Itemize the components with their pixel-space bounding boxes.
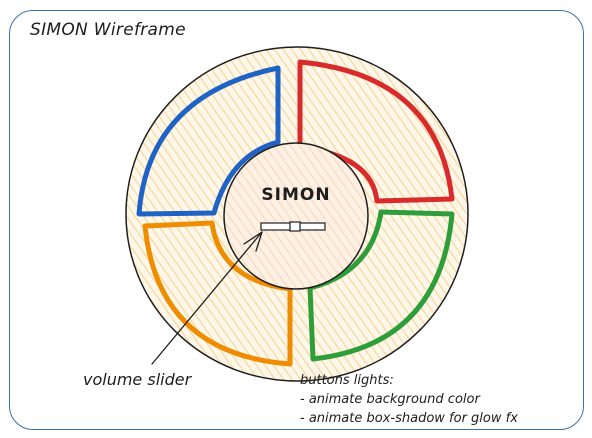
volume-slider-annotation: volume slider xyxy=(83,370,192,389)
notes-item: - animate background color xyxy=(300,392,480,407)
volume-slider-hitbox[interactable] xyxy=(258,220,328,234)
slider-thumb[interactable] xyxy=(289,221,301,232)
annotation-arrow xyxy=(151,231,263,365)
center-disk xyxy=(223,142,369,290)
page-title: SIMON Wireframe xyxy=(30,20,186,40)
notes-item: - animate box-shadow for glow fx xyxy=(300,411,518,426)
button-lights-notes: buttons lights: - animate background col… xyxy=(300,371,518,428)
volume-slider[interactable] xyxy=(260,221,326,232)
notes-heading: buttons lights: xyxy=(300,373,394,388)
blue-button[interactable] xyxy=(136,65,281,217)
center-label: SIMON xyxy=(261,185,331,205)
green-button[interactable] xyxy=(307,209,455,362)
wireframe-frame xyxy=(9,10,584,430)
orange-button[interactable] xyxy=(142,220,293,367)
